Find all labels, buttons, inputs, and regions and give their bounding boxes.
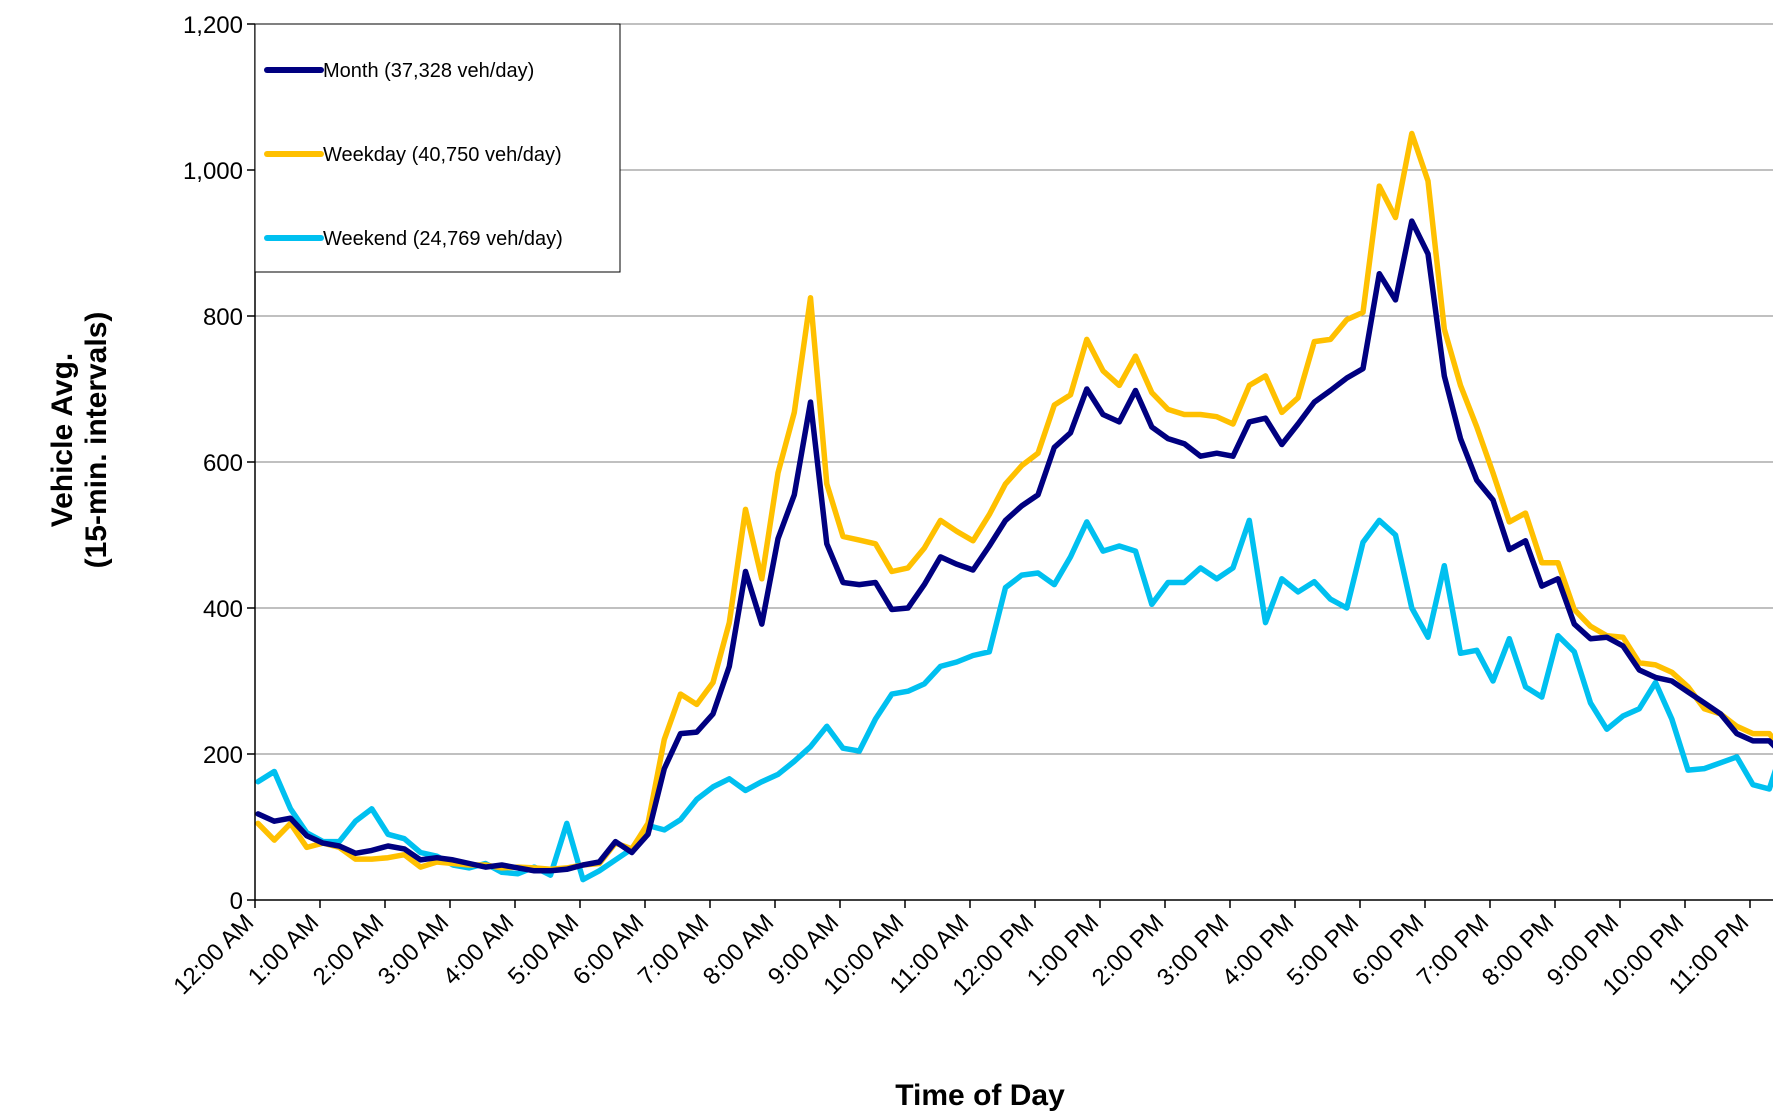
x-tick-label: 5:00 AM [503, 909, 584, 990]
y-axis-title: Vehicle Avg. (15-min. intervals) [46, 312, 113, 569]
series-line-0 [255, 218, 1773, 874]
x-tick-label: 8:00 PM [1477, 909, 1559, 991]
y-tick-label: 1,000 [183, 158, 243, 185]
x-tick-label: 7:00 PM [1412, 909, 1494, 991]
x-tick-label: 1:00 PM [1022, 909, 1104, 991]
series-line-2 [255, 517, 1773, 883]
x-axis-title: Time of Day [895, 1079, 1065, 1112]
y-axis-title-line1: Vehicle Avg. [46, 353, 79, 528]
legend-label-1: Weekday (40,750 veh/day) [323, 144, 562, 166]
x-tick-label: 6:00 AM [568, 909, 649, 990]
x-tick-label: 4:00 AM [438, 909, 519, 990]
legend-label-2: Weekend (24,769 veh/day) [323, 228, 563, 250]
x-tick-label: 3:00 AM [373, 909, 454, 990]
x-tick-label: 2:00 AM [308, 909, 389, 990]
x-tick-label: 8:00 AM [698, 909, 779, 990]
x-tick-label: 2:00 PM [1087, 909, 1169, 991]
y-tick-label: 200 [203, 742, 243, 769]
legend-box [254, 23, 621, 273]
x-tick-label: 7:00 AM [633, 909, 714, 990]
x-tick-labels: 12:00 AM1:00 AM2:00 AM3:00 AM4:00 AM5:00… [168, 900, 1754, 1001]
y-axis-title-line2: (15-min. intervals) [80, 312, 113, 569]
x-tick-label: 1:00 AM [243, 909, 324, 990]
y-tick-label: 800 [203, 304, 243, 331]
x-tick-label: 12:00 AM [168, 909, 259, 1000]
x-tick-label: 3:00 PM [1152, 909, 1234, 991]
x-tick-label: 5:00 PM [1282, 909, 1364, 991]
series-lines [255, 130, 1773, 883]
y-tick-labels: 0 200 400 600 800 1,000 1,200 [183, 12, 255, 915]
legend: Month (37,328 veh/day) Weekday (40,750 ve… [254, 23, 621, 273]
y-tick-label: 600 [203, 450, 243, 477]
y-tick-label: 1,200 [183, 12, 243, 39]
y-tick-label: 400 [203, 596, 243, 623]
x-tick-label: 6:00 PM [1347, 909, 1429, 991]
legend-label-0: Month (37,328 veh/day) [323, 60, 534, 82]
x-tick-label: 4:00 PM [1217, 909, 1299, 991]
y-tick-label: 0 [230, 888, 243, 915]
